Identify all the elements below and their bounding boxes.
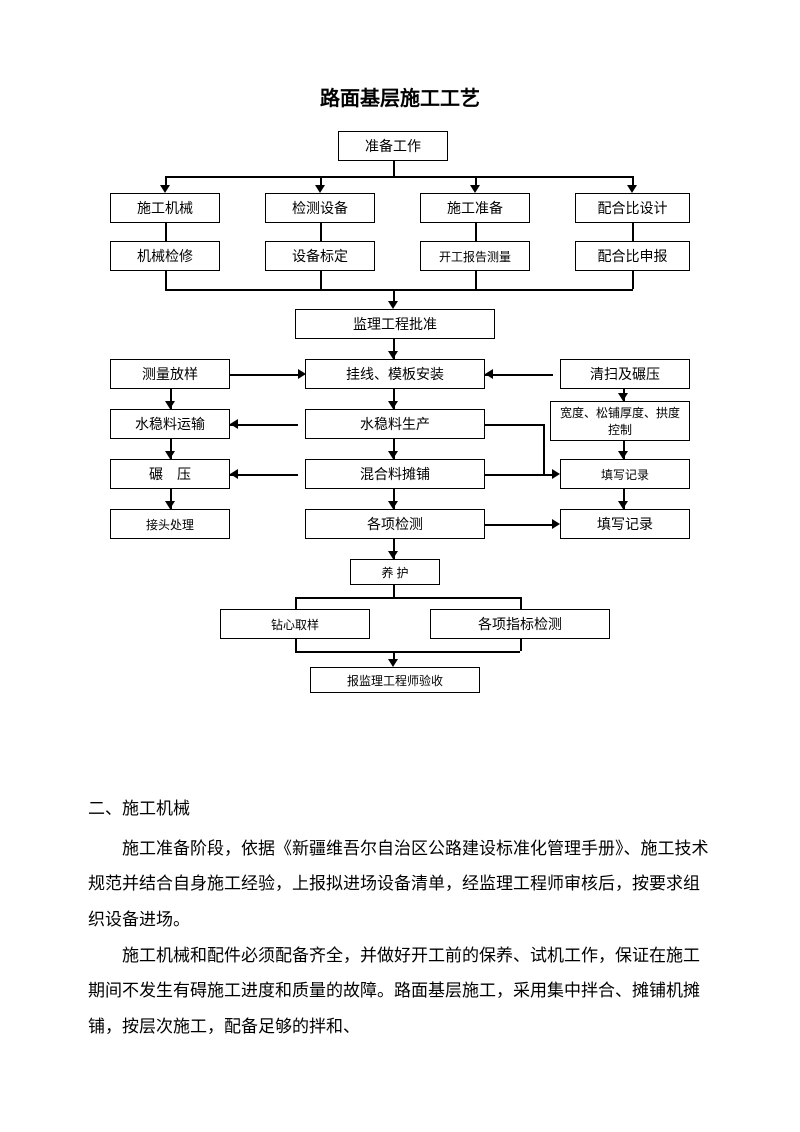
flowchart-node: 设备标定 [265,241,375,271]
arrow-head-icon [470,185,480,193]
flowchart-node: 水稳料生产 [305,409,485,439]
flowchart-node: 监理工程批准 [295,309,495,339]
flowchart-node: 机械检修 [110,241,220,271]
arrow-head-icon [618,501,628,509]
flowchart-node: 准备工作 [338,131,448,161]
connector-line [485,474,543,476]
flowchart-node: 宽度、松铺厚度、拱度控制 [550,401,690,441]
flowchart-node: 测量放样 [110,359,230,389]
flowchart-node: 填写记录 [560,509,690,539]
flowchart-node: 施工机械 [110,193,220,223]
flowchart-node: 开工报告测量 [420,241,530,271]
connector-line [632,271,634,289]
arrow-head-icon [552,469,560,479]
page-title: 路面基层施工工艺 [0,0,800,131]
flowchart-node: 施工准备 [420,193,530,223]
arrow-head-icon [230,419,238,429]
arrow-head-icon [552,519,560,529]
arrow-head-icon [165,501,175,509]
arrow-head-icon [388,451,398,459]
connector-line [485,374,553,376]
connector-line [230,424,298,426]
connector-line [165,176,633,178]
arrow-head-icon [388,301,398,309]
connector-line [393,585,395,597]
body-text: 二、施工机械 施工准备阶段，依据《新疆维吾尔自治区公路建设标准化管理手册》、施工… [0,771,800,1045]
arrow-head-icon [160,185,170,193]
connector-line [295,597,520,599]
arrow-head-icon [485,369,493,379]
section-heading: 二、施工机械 [88,791,712,827]
connector-line [543,424,545,474]
arrow-head-icon [388,501,398,509]
arrow-head-icon [618,451,628,459]
flowchart-node: 接头处理 [110,509,230,539]
connector-line [165,271,167,289]
connector-line [485,424,543,426]
connector-line [230,474,298,476]
flowchart-node: 报监理工程师验收 [310,667,480,693]
paragraph-2: 施工机械和配件必须配备齐全，并做好开工前的保养、试机工作，保证在施工期间不发生有… [88,938,712,1045]
arrow-head-icon [388,351,398,359]
flowchart-node: 混合料摊铺 [305,459,485,489]
connector-line [393,161,395,176]
connector-line [295,639,297,651]
connector-line [475,271,477,289]
connector-line [485,524,553,526]
connector-line [520,597,522,609]
arrow-head-icon [165,401,175,409]
flowchart-node: 水稳料运输 [110,409,230,439]
connector-line [230,374,298,376]
flowchart-node: 配合比设计 [575,193,690,223]
paragraph-1: 施工准备阶段，依据《新疆维吾尔自治区公路建设标准化管理手册》、施工技术规范并结合… [88,831,712,938]
connector-line [165,289,633,291]
flowchart-node: 清扫及碾压 [560,359,690,389]
flowchart-node: 检测设备 [265,193,375,223]
flowchart-node: 养 护 [350,559,440,585]
flowchart-node: 填写记录 [560,459,690,489]
flowchart-node: 各项检测 [305,509,485,539]
connector-line [165,223,167,241]
connector-line [475,223,477,241]
arrow-head-icon [388,659,398,667]
connector-line [295,651,520,653]
arrow-head-icon [627,185,637,193]
arrow-head-icon [230,469,238,479]
connector-line [520,639,522,651]
arrow-head-icon [388,401,398,409]
arrow-head-icon [618,393,628,401]
flowchart-node: 各项指标检测 [430,609,610,639]
flowchart-node: 碾 压 [110,459,230,489]
connector-line [320,271,322,289]
flowchart-container: 准备工作施工机械 检测设备 施工准备 配合比设计机械检修 设备标定 开工报告测量 配合比申报… [80,131,720,771]
connector-line [632,223,634,241]
flowchart-node: 挂线、模板安装 [305,359,485,389]
flowchart-node: 钻心取样 [220,609,370,639]
arrow-head-icon [165,451,175,459]
arrow-head-icon [388,551,398,559]
connector-line [295,597,297,609]
arrow-head-icon [315,185,325,193]
connector-line [320,223,322,241]
flowchart-node: 配合比申报 [575,241,690,271]
